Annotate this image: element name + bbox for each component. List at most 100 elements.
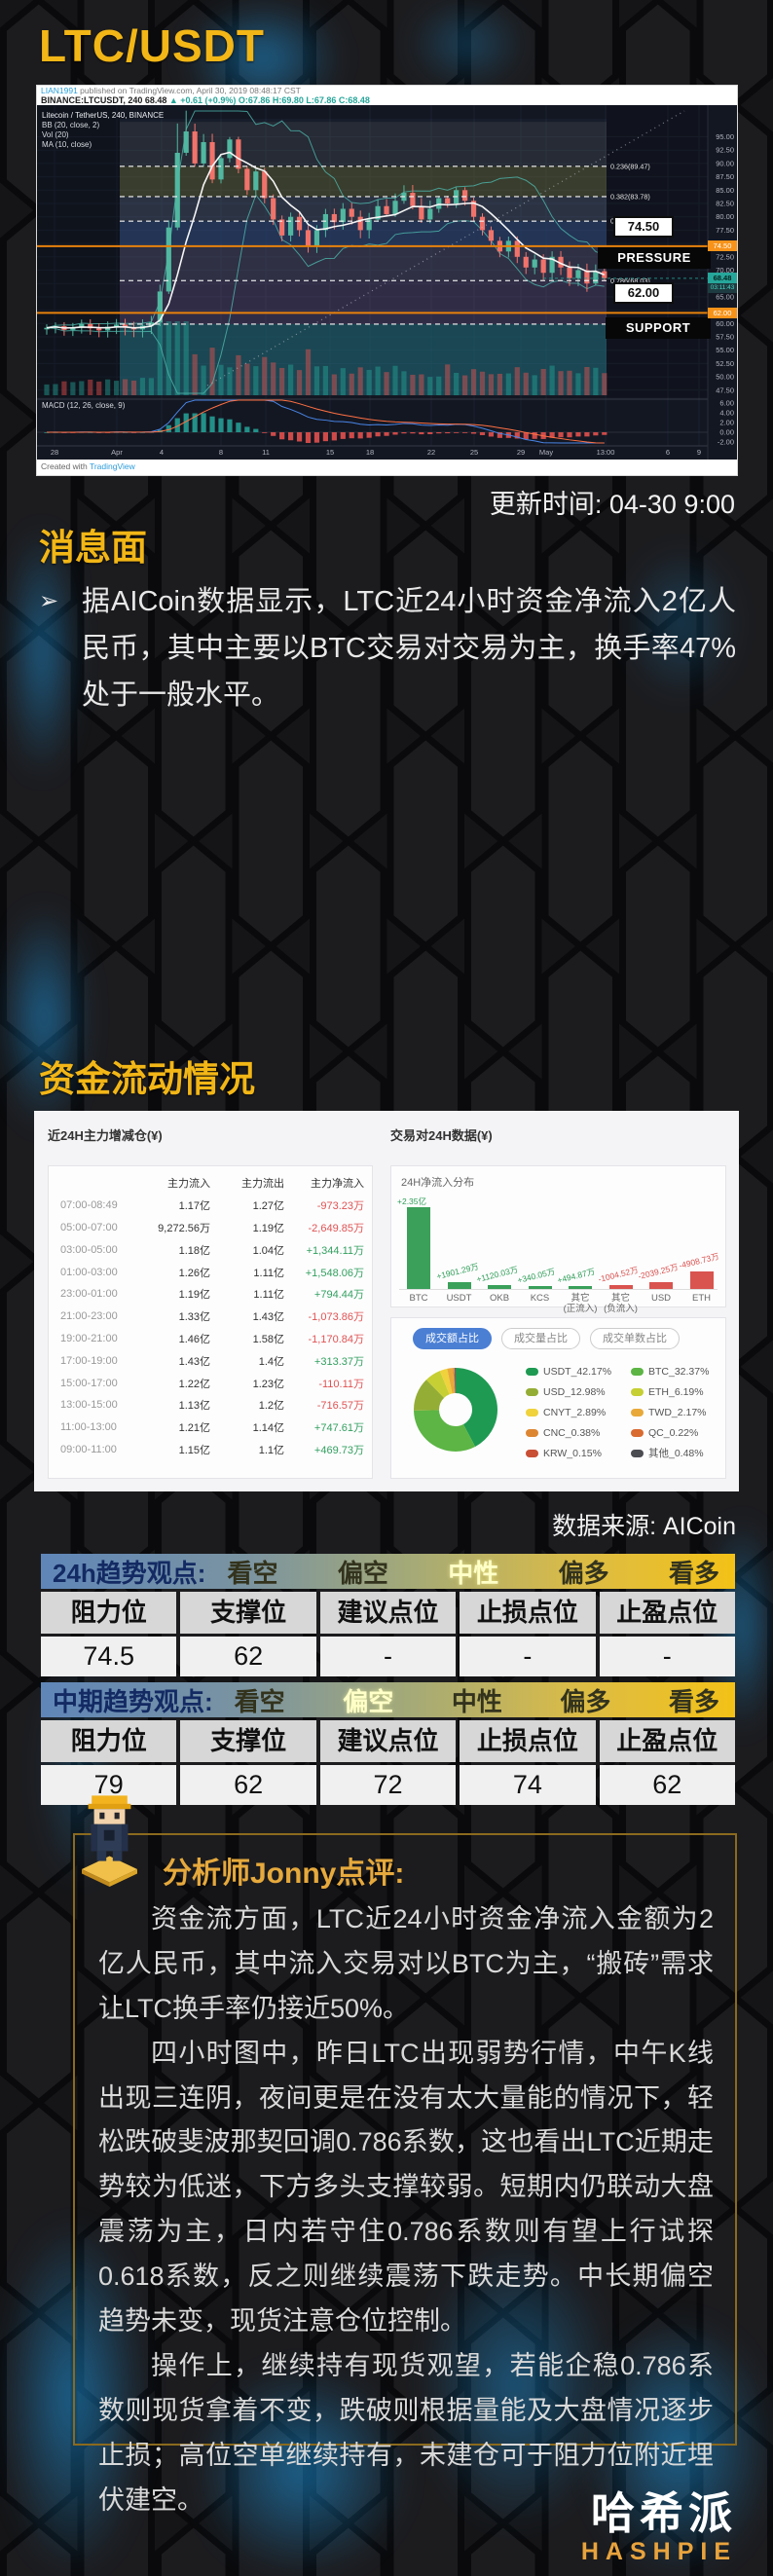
svg-text:11: 11 [262, 448, 270, 457]
svg-text:25: 25 [470, 448, 478, 457]
netflow-value: -2,649.85万 [308, 1222, 364, 1234]
tradingview-chart: LIAN1991 published on TradingView.com, A… [37, 86, 737, 475]
trend-option: 中性 [451, 1686, 502, 1716]
svg-text:85.00: 85.00 [716, 186, 734, 195]
table-row: 03:00-05:00 1.18亿 1.04亿 +1,344.11万 [49, 1238, 372, 1261]
data-source: 数据来源: AICoin [552, 1513, 736, 1540]
netflow-value: +469.73万 [313, 1444, 364, 1456]
trend-header-cell: 支撑位 [180, 1720, 316, 1762]
table-row: 19:00-21:00 1.46亿 1.58亿 -1,170.84万 [49, 1328, 372, 1350]
donut-hole [443, 1397, 468, 1422]
legend-swatch [631, 1387, 644, 1396]
chart-legend-line: MA (10, close) [42, 140, 92, 149]
legend-swatch [631, 1408, 644, 1417]
table-row: 21:00-23:00 1.33亿 1.43亿 -1,073.86万 [49, 1306, 372, 1328]
svg-text:6.00: 6.00 [719, 399, 734, 408]
inflow-value: 9,272.56万 [158, 1222, 210, 1234]
table-row: 07:00-08:49 1.17亿 1.27亿 -973.23万 [49, 1195, 372, 1217]
analyst-paragraph: 资金流方面，LTC近24小时资金净流入金额为2亿人民币，其中流入交易对以BTC为… [98, 1904, 714, 2023]
row-time: 07:00-08:49 [60, 1199, 118, 1212]
inflow-value: 1.22亿 [178, 1378, 210, 1390]
tab-成交额占比[interactable]: 成交额占比 [413, 1328, 492, 1349]
chart-change: ▲ +0.61 (+0.9%) [168, 94, 239, 105]
bar-category-text: USDT [446, 1293, 472, 1304]
trend-option: 看空 [234, 1686, 285, 1716]
legend-label: ETH_6.19% [648, 1385, 704, 1398]
legend-item: ETH_6.19% [631, 1381, 736, 1402]
netflow-bar: -2039.25万 [637, 1262, 680, 1289]
netflow-value: +313.37万 [313, 1355, 364, 1368]
outflow-value: 1.1亿 [258, 1444, 284, 1456]
row-time: 03:00-05:00 [60, 1243, 118, 1256]
candlestick-canvas: 0.236(89.47)0.382(83.78)0.5(79.18)0.786(… [37, 105, 737, 460]
support-price-callout: 62.00 [613, 282, 674, 304]
table-row: 11:00-13:00 1.21亿 1.14亿 +747.61万 [49, 1417, 372, 1439]
bar-category-label: BTC [397, 1293, 440, 1304]
inflow-value: 1.19亿 [178, 1289, 210, 1302]
table-row: 17:00-19:00 1.43亿 1.4亿 +313.37万 [49, 1349, 372, 1372]
svg-text:65.00: 65.00 [716, 292, 734, 301]
table-row: 15:00-17:00 1.22亿 1.23亿 -110.11万 [49, 1372, 372, 1394]
chart-legend-line: BB (20, close, 2) [42, 121, 100, 129]
row-time: 21:00-23:00 [60, 1310, 118, 1323]
trend-value-cell: 74.5 [41, 1637, 177, 1676]
svg-text:28: 28 [51, 448, 58, 457]
trend-value-row: 74.5 62- - - [41, 1637, 735, 1676]
netflow-bar: +1120.03万 [475, 1265, 519, 1289]
bar-category-text: OKB [489, 1293, 510, 1304]
bar-category-text: ETH [692, 1293, 711, 1304]
hashpie-logo-cn: 哈希派 [590, 2488, 737, 2538]
news-section-heading: 消息面 [39, 528, 147, 568]
last-price-tag: 68.48 [708, 273, 737, 283]
chart-legend-line: Litecoin / TetherUS, 240, BINANCE [42, 111, 165, 120]
inflow-value: 1.43亿 [178, 1355, 210, 1368]
trend-option: 看空 [227, 1558, 278, 1588]
trend-header-cell: 阻力位 [41, 1720, 177, 1762]
svg-text:4.00: 4.00 [719, 409, 734, 418]
fundflow-panel: 近24H主力增减仓(¥) 交易对24H数据(¥) 主力流入 主力流出 主力净流入 07… [34, 1111, 739, 1491]
column-header: 主力流出 [241, 1178, 284, 1191]
trend-header-row: 阻力位 支撑位 建议点位 止损点位 止盈点位 [41, 1720, 735, 1762]
svg-text:77.50: 77.50 [716, 226, 734, 235]
legend-label: 其他_0.48% [648, 1448, 704, 1459]
svg-text:6: 6 [666, 448, 670, 457]
legend-item: CNC_0.38% [526, 1422, 631, 1443]
column-header: 主力净流入 [311, 1178, 364, 1191]
bar-category-text: 其它 [571, 1293, 590, 1304]
svg-text:0.00: 0.00 [719, 428, 734, 437]
row-time: 09:00-11:00 [60, 1443, 117, 1455]
chart-ohlc: O:67.86 H:69.80 L:67.86 C:68.48 [238, 94, 370, 105]
netflow-bar: +340.05万 [516, 1267, 556, 1289]
svg-text:29: 29 [517, 448, 525, 457]
trend-value-cell: 62 [599, 1765, 735, 1805]
row-time: 23:00-01:00 [60, 1288, 118, 1301]
analyst-heading: 分析师Jonny点评: [163, 1858, 405, 1890]
trend-options: 看空 偏空 中性 偏多 看多 [227, 1554, 719, 1590]
legend-label: KRW_0.15% [543, 1447, 602, 1459]
inflow-value: 1.33亿 [178, 1311, 210, 1324]
row-time: 01:00-03:00 [60, 1266, 118, 1278]
tab-成交量占比[interactable]: 成交量占比 [501, 1328, 580, 1349]
chart-legend: Litecoin / TetherUS, 240, BINANCE BB (20,… [42, 111, 164, 150]
hashpie-logo-en: HASHPIE [580, 2538, 737, 2565]
volume-share-donut [414, 1368, 497, 1452]
news-text: 据AICoin数据显示，LTC近24小时资金净流入2亿人民币，其中主要以BTC交… [82, 586, 736, 711]
trend-header-cell: 建议点位 [319, 1720, 457, 1762]
legend-swatch [631, 1428, 644, 1437]
legend-swatch [631, 1449, 644, 1457]
tab-成交单数占比[interactable]: 成交单数占比 [590, 1328, 680, 1349]
donut-slice [414, 1368, 497, 1452]
donut-slice [414, 1368, 497, 1452]
chart-author: LIAN1991 [41, 86, 78, 95]
volume-share-card: 成交额占比 成交量占比 成交单数占比 USDT_42.17% BTC_32.37% US… [390, 1317, 726, 1479]
netflow-value: -1,073.86万 [308, 1311, 364, 1324]
row-time: 19:00-21:00 [60, 1332, 118, 1344]
svg-text:72.50: 72.50 [716, 252, 734, 261]
legend-label: CNC_0.38% [543, 1426, 601, 1439]
chart-symbol: BINANCE:LTCUSDT, 240 68.48 [41, 94, 169, 105]
trend-header-cell: 止盈点位 [599, 1592, 735, 1634]
legend-swatch [631, 1367, 644, 1376]
pressure-price-callout: 74.50 [613, 216, 674, 238]
netflow-bar: +2.35亿 [397, 1196, 430, 1289]
chart-footer: Created with TradingView [37, 460, 737, 475]
